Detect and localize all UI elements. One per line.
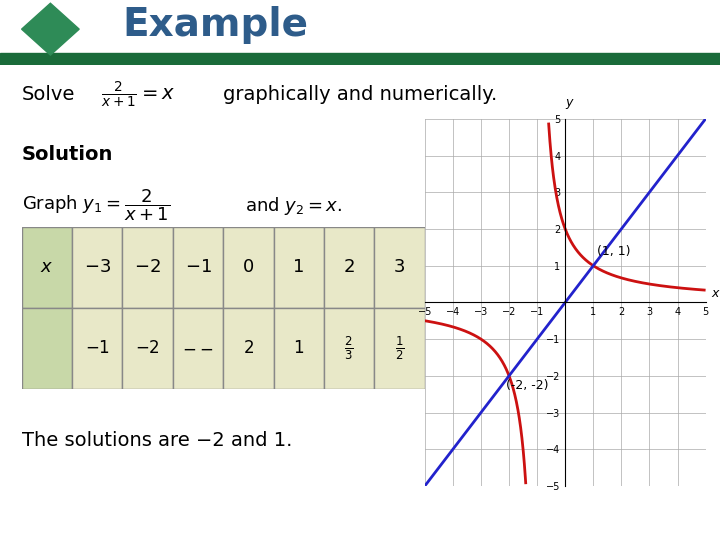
Text: graphically and numerically.: graphically and numerically. <box>223 85 498 104</box>
Bar <box>72 227 122 308</box>
Text: Solution: Solution <box>22 145 113 164</box>
Bar <box>274 227 324 308</box>
Text: 0: 0 <box>243 258 254 276</box>
Text: $\frac{2}{3}$: $\frac{2}{3}$ <box>344 335 354 362</box>
Bar <box>223 227 274 308</box>
Text: 1: 1 <box>293 258 305 276</box>
Text: Example: Example <box>122 5 308 44</box>
Bar <box>374 227 425 308</box>
Bar <box>122 308 173 389</box>
Text: y: y <box>566 96 573 109</box>
Text: (-2, -2): (-2, -2) <box>506 379 549 392</box>
Text: ALWAYS LEARNING: ALWAYS LEARNING <box>22 509 140 522</box>
Text: and $y_2 = x.$: and $y_2 = x.$ <box>245 194 342 217</box>
Bar <box>22 308 72 389</box>
Text: (1, 1): (1, 1) <box>598 245 631 258</box>
Text: Graph $y_1 = \dfrac{2}{x+1}$: Graph $y_1 = \dfrac{2}{x+1}$ <box>22 188 170 224</box>
Text: $-$2: $-$2 <box>134 258 161 276</box>
Bar <box>223 308 274 389</box>
Bar <box>173 308 223 389</box>
Text: $1$: $1$ <box>293 339 305 357</box>
Text: PEARSON: PEARSON <box>594 506 698 525</box>
Text: The solutions are −2 and 1.: The solutions are −2 and 1. <box>22 431 292 450</box>
Text: $-$3: $-$3 <box>84 258 111 276</box>
Text: $\frac{2}{x+1} = x$: $\frac{2}{x+1} = x$ <box>101 79 175 110</box>
Bar <box>324 227 374 308</box>
Text: x: x <box>712 287 719 300</box>
Text: $-2$: $-2$ <box>135 339 160 357</box>
Bar <box>122 227 173 308</box>
Bar <box>274 308 324 389</box>
Text: $2$: $2$ <box>243 339 254 357</box>
Bar <box>72 308 122 389</box>
Bar <box>173 227 223 308</box>
Polygon shape <box>22 3 79 55</box>
Bar <box>22 227 72 308</box>
Text: $--$: $--$ <box>182 339 214 357</box>
Text: $-1$: $-1$ <box>85 339 109 357</box>
Text: $x$: $x$ <box>40 258 53 276</box>
Bar <box>374 308 425 389</box>
Text: $\frac{1}{2}$: $\frac{1}{2}$ <box>395 335 405 362</box>
Text: 3: 3 <box>394 258 405 276</box>
Text: Solve: Solve <box>22 85 75 104</box>
Text: 2: 2 <box>343 258 355 276</box>
Text: $-$1: $-$1 <box>184 258 212 276</box>
Bar <box>324 308 374 389</box>
